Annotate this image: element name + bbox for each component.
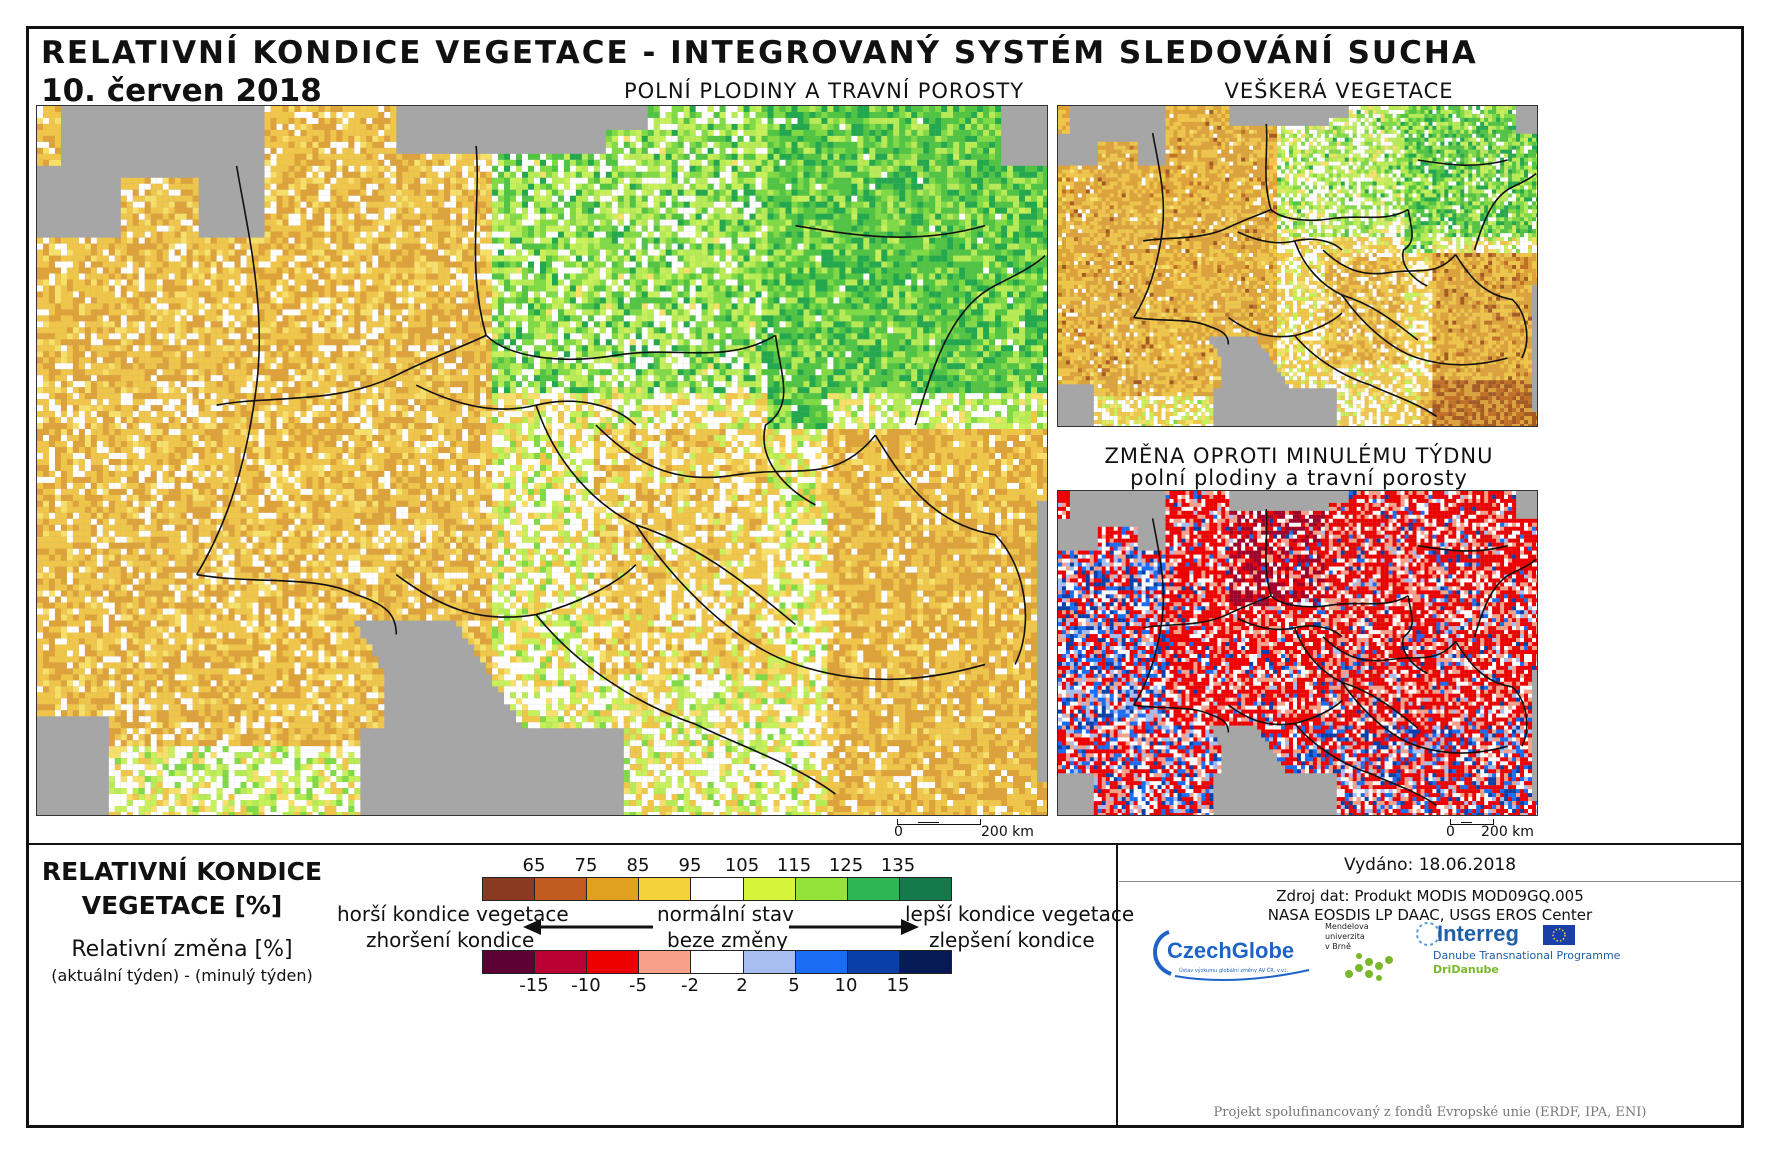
scalebar-km: 200 km bbox=[981, 824, 1034, 840]
tick-label: -5 bbox=[608, 975, 668, 996]
tick-label: 15 bbox=[868, 975, 928, 996]
main-scalebar: 0 200 km bbox=[891, 819, 1051, 841]
condition-swatch bbox=[743, 878, 795, 900]
interreg-subtitle: Danube Transnational Programme bbox=[1433, 949, 1620, 962]
tick-label: 115 bbox=[764, 855, 824, 876]
condition-swatch bbox=[847, 878, 899, 900]
tick-label: 2 bbox=[712, 975, 772, 996]
info-separator bbox=[1119, 881, 1741, 882]
condition-swatch bbox=[899, 878, 951, 900]
scalebar-step bbox=[918, 819, 939, 823]
change-label: Relativní změna [%] bbox=[37, 937, 327, 962]
tick-label: 65 bbox=[504, 855, 564, 876]
change-map bbox=[1057, 490, 1538, 816]
condition-swatch bbox=[638, 878, 690, 900]
left-arrow-icon bbox=[523, 919, 653, 935]
condition-swatch bbox=[690, 878, 742, 900]
tick-label: 5 bbox=[764, 975, 824, 996]
scalebar-bar bbox=[897, 819, 981, 825]
interreg-wordmark: Interreg bbox=[1437, 921, 1519, 947]
change-swatch bbox=[899, 951, 951, 973]
change-swatch bbox=[795, 951, 847, 973]
change-swatch bbox=[586, 951, 638, 973]
figure-frame: RELATIVNÍ KONDICE VEGETACE - INTEGROVANÝ… bbox=[26, 26, 1744, 1128]
mendel-line1: Mendelova bbox=[1325, 922, 1405, 932]
condition-swatch bbox=[534, 878, 586, 900]
main-map-title: POLNÍ PLODINY A TRAVNÍ POROSTY bbox=[609, 79, 1039, 103]
all-veg-map-canvas bbox=[1058, 106, 1537, 426]
all-veg-map-title: VEŠKERÁ VEGETACE bbox=[1189, 79, 1489, 103]
scalebar-zero: 0 bbox=[894, 824, 903, 840]
legend-divider bbox=[29, 843, 1741, 845]
czechglobe-subtitle: Ústav výzkumu globální změny AV ČR, v.v.… bbox=[1179, 968, 1288, 974]
czechglobe-logo: CzechGlobe Ústav výzkumu globální změny … bbox=[1149, 924, 1319, 984]
better-condition-label: lepší kondice vegetace bbox=[905, 902, 1134, 926]
dridanube-wordmark: DriDanube bbox=[1433, 963, 1499, 976]
tick-label: 95 bbox=[660, 855, 720, 876]
tick-label: -10 bbox=[556, 975, 616, 996]
mendel-logo: Mendelova univerzita v Brně bbox=[1325, 922, 1405, 982]
improvement-label: zlepšení kondice bbox=[929, 928, 1095, 952]
figure-title: RELATIVNÍ KONDICE VEGETACE - INTEGROVANÝ… bbox=[41, 35, 1478, 71]
change-swatch bbox=[743, 951, 795, 973]
tick-label: 125 bbox=[816, 855, 876, 876]
scalebar-zero: 0 bbox=[1446, 824, 1455, 840]
worsening-label: zhoršení kondice bbox=[366, 928, 534, 952]
mendel-line3: v Brně bbox=[1325, 942, 1405, 952]
tick-label: -15 bbox=[504, 975, 564, 996]
small-scalebar: 0 200 km bbox=[1445, 819, 1545, 841]
legend-title: RELATIVNÍ KONDICE VEGETACE [%] bbox=[37, 855, 327, 923]
main-map bbox=[36, 105, 1048, 816]
issued-date: Vydáno: 18.06.2018 bbox=[1119, 855, 1741, 875]
change-colorbar bbox=[482, 950, 952, 974]
figure-date: 10. červen 2018 bbox=[41, 73, 322, 109]
change-sublabel: (aktuální týden) - (minulý týden) bbox=[37, 966, 327, 985]
change-swatch bbox=[534, 951, 586, 973]
all-veg-map bbox=[1057, 105, 1538, 427]
change-swatch bbox=[690, 951, 742, 973]
data-source-line1: Zdroj dat: Produkt MODIS MOD09GQ.005 bbox=[1119, 887, 1741, 906]
change-swatch bbox=[847, 951, 899, 973]
tick-label: 10 bbox=[816, 975, 876, 996]
condition-colorbar bbox=[482, 877, 952, 901]
change-swatch bbox=[638, 951, 690, 973]
mendel-line2: univerzita bbox=[1325, 932, 1405, 942]
change-map-subtitle: polní plodiny a travní porosty bbox=[1069, 466, 1529, 490]
tick-label: 85 bbox=[608, 855, 668, 876]
condition-swatch bbox=[795, 878, 847, 900]
tick-label: -2 bbox=[660, 975, 720, 996]
condition-swatch bbox=[586, 878, 638, 900]
tick-label: 135 bbox=[868, 855, 928, 876]
info-divider bbox=[1116, 843, 1118, 1125]
scalebar-km: 200 km bbox=[1481, 824, 1534, 840]
interreg-logo: Interreg Danube Transnational Programme … bbox=[1413, 919, 1593, 983]
arrow-lines bbox=[523, 917, 919, 937]
right-arrow-icon bbox=[789, 919, 919, 935]
tick-label: 75 bbox=[556, 855, 616, 876]
czechglobe-wordmark: CzechGlobe bbox=[1167, 938, 1294, 964]
change-swatch bbox=[483, 951, 534, 973]
scalebar-step bbox=[1461, 819, 1472, 823]
condition-swatch bbox=[483, 878, 534, 900]
main-map-canvas bbox=[37, 106, 1047, 815]
change-map-canvas bbox=[1058, 491, 1537, 815]
tick-label: 105 bbox=[712, 855, 772, 876]
change-map-title: ZMĚNA OPROTI MINULÉMU TÝDNU bbox=[1069, 444, 1529, 468]
legend-title-line1: RELATIVNÍ KONDICE bbox=[37, 855, 327, 889]
eu-funding-note: Projekt spolufinancovaný z fondů Evropsk… bbox=[1119, 1105, 1741, 1120]
legend-title-line2: VEGETACE [%] bbox=[37, 889, 327, 923]
mendel-dots-icon bbox=[1343, 952, 1401, 982]
eu-flag-icon bbox=[1543, 925, 1575, 945]
